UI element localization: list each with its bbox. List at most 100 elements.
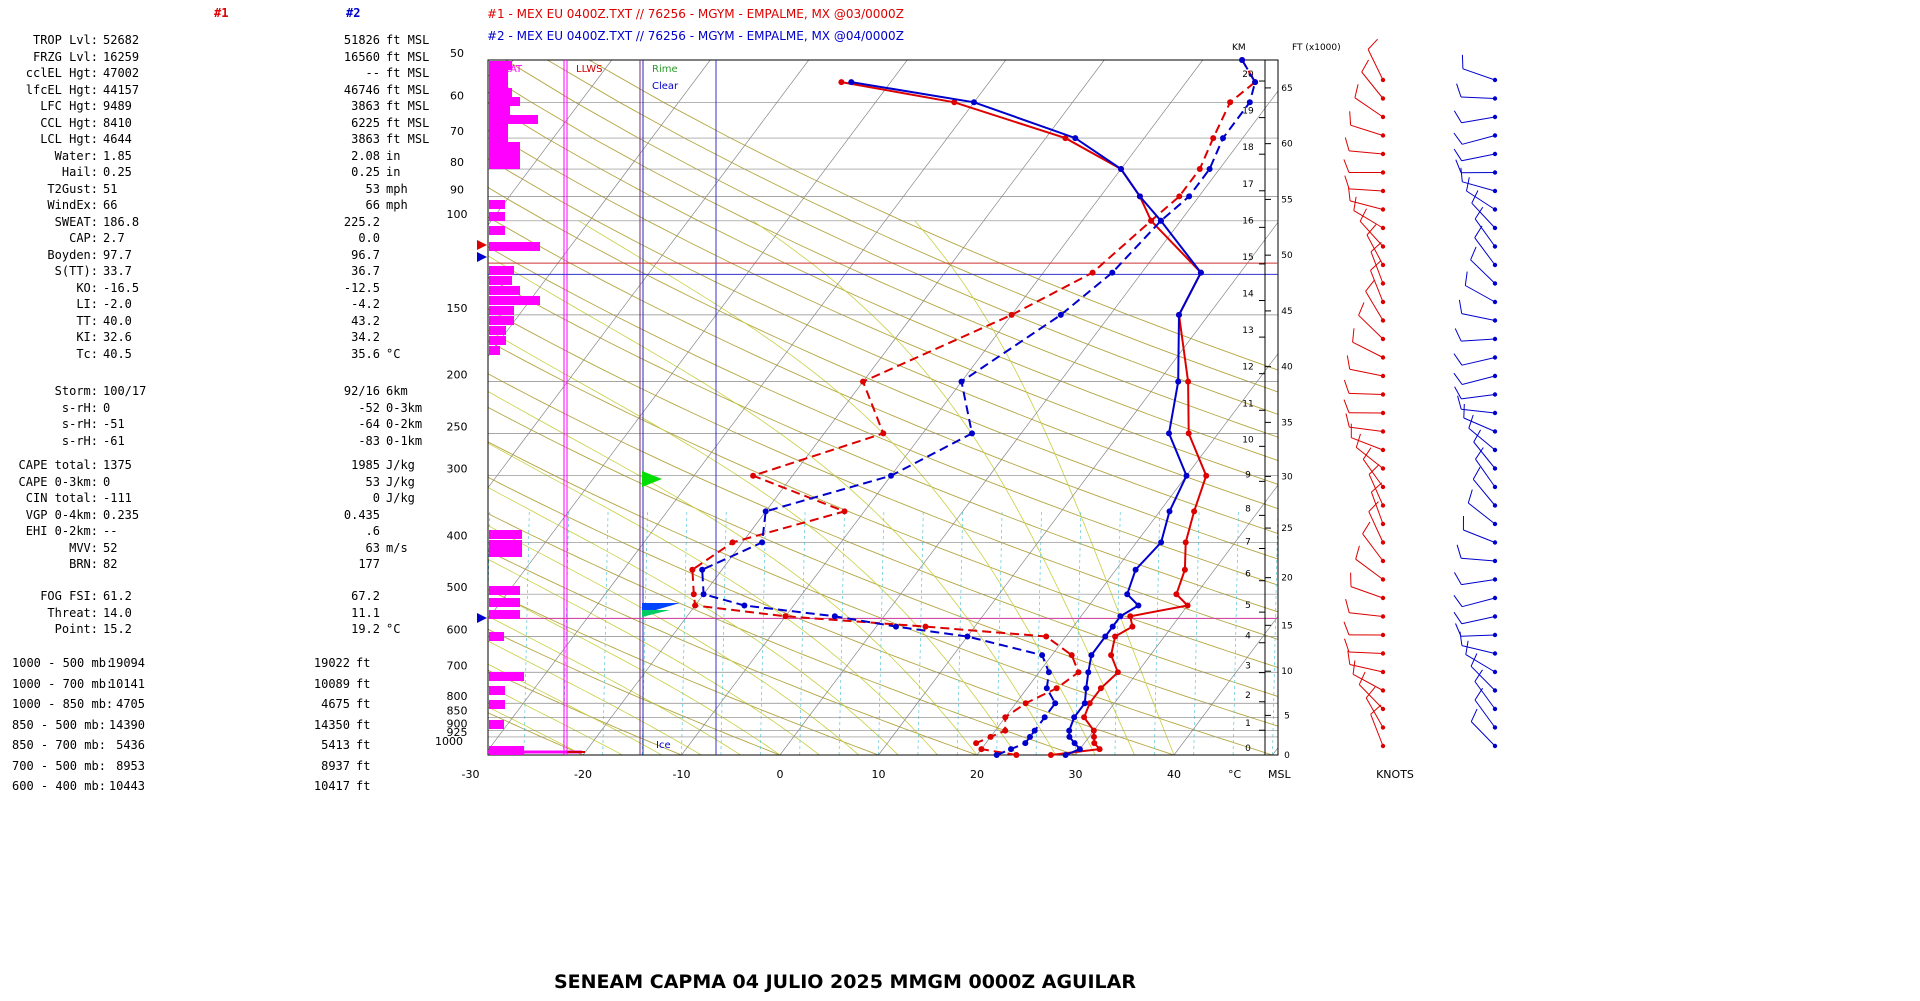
stat-unit: ft xyxy=(356,778,370,794)
pressure-tick-label: 500 xyxy=(447,581,468,594)
stat-unit: ft xyxy=(356,758,370,774)
series-1-dewpoint-point xyxy=(860,379,866,385)
column-label: LLWS xyxy=(576,64,602,75)
pressure-tick-label: 800 xyxy=(447,690,468,703)
dry-adiabat xyxy=(430,60,1470,755)
wind-barb-staff xyxy=(1462,617,1495,624)
pressure-tick-label: 60 xyxy=(450,89,464,102)
stat-row xyxy=(0,362,430,378)
stat-unit: J/kg xyxy=(386,490,415,506)
wind-barb-flag xyxy=(1344,400,1349,413)
wind-barb-station xyxy=(1381,651,1385,655)
turbulence-bar xyxy=(489,266,514,275)
stat-v1: -51 xyxy=(103,416,125,432)
stat-label: LCL Hgt: xyxy=(0,131,98,147)
isotherm xyxy=(485,60,1006,755)
stat-label: KI: xyxy=(0,329,98,345)
turbulence-bar xyxy=(489,70,508,79)
isotherm xyxy=(583,60,1104,755)
stat-v2: 10089 xyxy=(255,676,350,692)
stat-v1: 16259 xyxy=(103,49,139,65)
series-1-temperature-point xyxy=(1183,539,1189,545)
wind-barb-flag xyxy=(1371,242,1381,251)
turbulence-bar xyxy=(489,306,514,315)
km-tick-label: 18 xyxy=(1242,143,1254,153)
series-1-dewpoint-line xyxy=(692,60,1255,755)
series-2-temperature-point xyxy=(1184,473,1190,479)
stat-label: S(TT): xyxy=(0,263,98,279)
wind-barb-station xyxy=(1493,725,1497,729)
stat-label: EHI 0-2km: xyxy=(0,523,98,539)
wind-barb-station xyxy=(1493,189,1497,193)
turbulence-bar xyxy=(489,336,506,345)
wind-barb-flag xyxy=(1362,60,1369,72)
stat-label: Boyden: xyxy=(0,247,98,263)
series-1-temperature-point xyxy=(1203,473,1209,479)
stat-unit: m/s xyxy=(386,540,408,556)
msl-label: MSL xyxy=(1268,768,1291,781)
wind-barb-staff xyxy=(1469,428,1495,450)
series-2-dewpoint-point xyxy=(763,508,769,514)
stat-unit: ft xyxy=(356,676,370,692)
mixing-ratio-line xyxy=(524,511,529,755)
series-2-temperature-point xyxy=(1175,379,1181,385)
skew-t-chart: #1 - MEX EU 0400Z.TXT // 76256 - MGYM - … xyxy=(430,0,1920,997)
wind-barb-station xyxy=(1381,596,1385,600)
ft-tick-label: 15 xyxy=(1281,621,1292,631)
stat-v1: 61.2 xyxy=(103,588,132,604)
stat-v2: 51826 xyxy=(270,32,380,48)
dry-adiabat xyxy=(430,60,1920,755)
stat-v1: -61 xyxy=(103,433,125,449)
stat-label: T2Gust: xyxy=(0,181,98,197)
wind-barb-station xyxy=(1381,152,1385,156)
series-1-dewpoint-point xyxy=(1148,218,1154,224)
wind-barb-station xyxy=(1493,577,1497,581)
wind-barb-station xyxy=(1493,78,1497,82)
stat-v2: 6225 xyxy=(270,115,380,131)
moist-adiabat xyxy=(430,282,938,755)
series-1-temperature-point xyxy=(1098,685,1104,691)
stat-v2: 0.435 xyxy=(270,507,380,523)
stat-v2: 67.2 xyxy=(270,588,380,604)
mixing-ratio-line xyxy=(1233,511,1238,755)
wind-barb-staff xyxy=(1371,492,1383,524)
stat-v2: 43.2 xyxy=(270,313,380,329)
stat-unit: mph xyxy=(386,197,408,213)
stat-label: s-rH: xyxy=(0,416,98,432)
pressure-tick-label: 850 xyxy=(447,704,468,717)
series-1-temperature-point xyxy=(1091,734,1097,740)
series-1-dewpoint-point xyxy=(1009,312,1015,318)
wind-barb-flag xyxy=(1456,160,1461,173)
moist-adiabat xyxy=(579,221,1095,755)
wind-barb-staff xyxy=(1359,315,1383,339)
wind-barb-flag xyxy=(1454,572,1461,584)
legend-line-1: #1 - MEX EU 0400Z.TXT // 76256 - MGYM - … xyxy=(487,7,904,21)
stat-unit: ft MSL xyxy=(386,98,429,114)
series-2-dewpoint-point xyxy=(699,567,705,573)
wind-barb-flag xyxy=(1345,639,1350,652)
stat-v1: 100/17 xyxy=(103,383,146,399)
wind-barb-staff xyxy=(1461,635,1495,636)
turbulence-bar xyxy=(489,632,504,641)
series-2-dewpoint-point xyxy=(1058,312,1064,318)
wind-barb-station xyxy=(1381,540,1385,544)
stat-unit: mph xyxy=(386,181,408,197)
stat-label: Tc: xyxy=(0,346,98,362)
series-2-temperature-point xyxy=(1102,634,1108,640)
pressure-tick-label: 200 xyxy=(447,369,468,382)
series-1-temperature-point xyxy=(1108,652,1114,658)
turbulence-bar xyxy=(489,548,522,557)
column-1-header: #1 xyxy=(214,6,228,20)
series-1-dewpoint-point xyxy=(691,591,697,597)
stat-label: 1000 - 850 mb: xyxy=(12,696,100,712)
wind-barb-flag xyxy=(1457,545,1461,558)
series-2-temperature-point xyxy=(1167,508,1173,514)
wind-barb-station xyxy=(1493,651,1497,655)
wind-barb-flag xyxy=(1475,226,1482,238)
turbulence-bar xyxy=(489,160,520,169)
